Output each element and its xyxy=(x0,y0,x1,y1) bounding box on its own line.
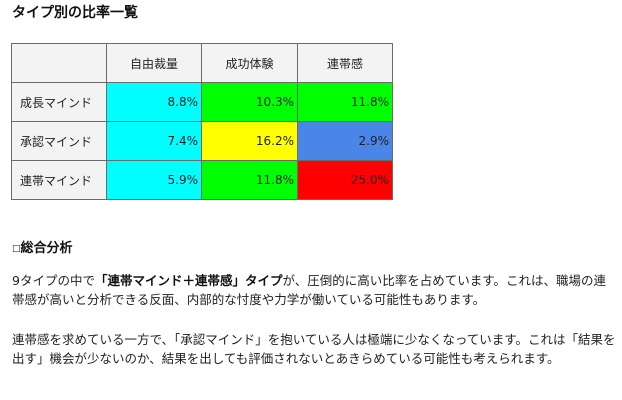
table-row: 連帯マインド 5.9% 11.8% 25.0% xyxy=(11,160,393,200)
table-cell: 25.0% xyxy=(297,160,393,200)
table-header-corner xyxy=(11,43,107,83)
table-cell: 10.3% xyxy=(201,82,298,122)
table-header-seiko-taiken: 成功体験 xyxy=(201,43,298,83)
row-label: 成長マインド xyxy=(11,82,107,122)
checkbox-square-icon: □ xyxy=(12,244,21,254)
table-cell: 2.9% xyxy=(297,121,393,161)
ratio-table: 自由裁量 成功体験 連帯感 成長マインド 8.8% 10.3% 11.8% 承認… xyxy=(11,43,393,200)
table-row: 承認マインド 7.4% 16.2% 2.9% xyxy=(11,121,393,161)
section-heading-text: 総合分析 xyxy=(20,241,73,256)
page-title: タイプ別の比率一覧 xyxy=(12,5,138,21)
table-cell: 16.2% xyxy=(201,121,298,161)
table-cell: 11.8% xyxy=(201,160,298,200)
table-cell: 11.8% xyxy=(297,82,393,122)
table-header-row: 自由裁量 成功体験 連帯感 xyxy=(11,43,393,83)
table-header-rentaikan: 連帯感 xyxy=(297,43,393,83)
table-header-jiyu-sairyo: 自由裁量 xyxy=(106,43,202,83)
table-cell: 8.8% xyxy=(106,82,202,122)
section-heading: □総合分析 xyxy=(12,240,73,258)
para1-prefix: 9タイプの中で xyxy=(12,273,95,288)
table-cell: 7.4% xyxy=(106,121,202,161)
para1-emphasis: 「連帯マインド＋連帯感」タイプ xyxy=(94,273,283,288)
table-cell: 5.9% xyxy=(106,160,202,200)
para1-suffix: が、圧倒的に高い比率を占めています。これは、職場の連帯感が高いと分析できる反面、… xyxy=(12,273,606,307)
analysis-paragraph-2: 連帯感を求めている一方で、「承認マインド」を抱いている人は極端に少なくなっていま… xyxy=(12,332,616,366)
row-label: 承認マインド xyxy=(11,121,107,161)
analysis-paragraph-1: 9タイプの中で「連帯マインド＋連帯感」タイプが、圧倒的に高い比率を占めています。… xyxy=(12,271,617,309)
row-label: 連帯マインド xyxy=(11,160,107,200)
table-row: 成長マインド 8.8% 10.3% 11.8% xyxy=(11,82,393,122)
